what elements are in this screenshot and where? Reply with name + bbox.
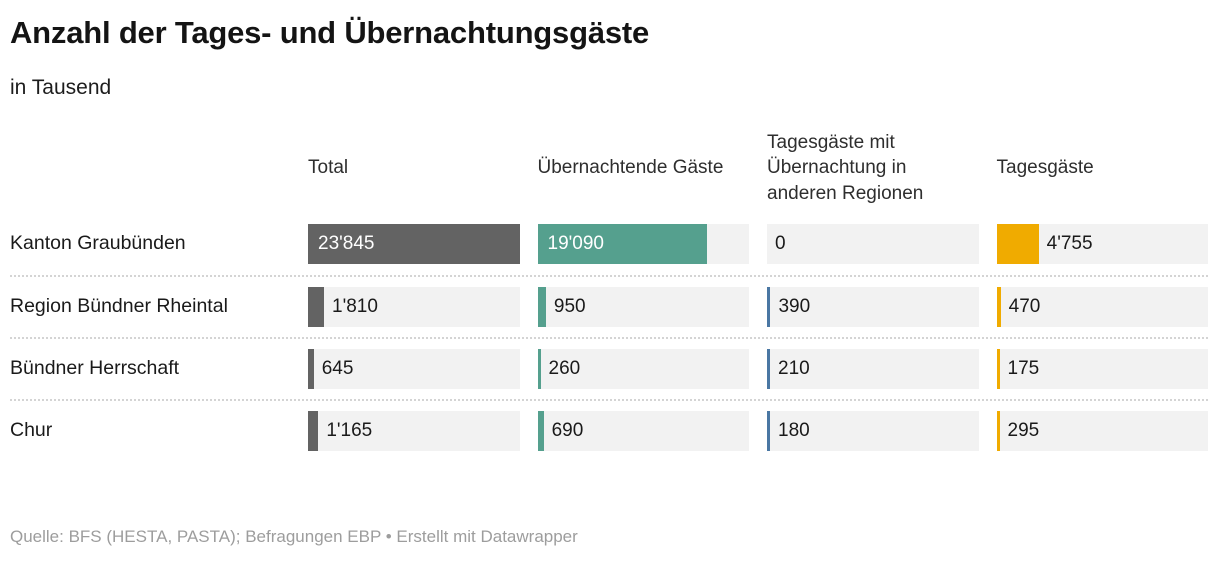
column-header-day-guests-overnight-other: Tagesgäste mit Übernachtung in anderen R… [767,132,924,204]
source-footer: Quelle: BFS (HESTA, PASTA); Befragungen … [10,526,578,546]
bar-value-label: 295 [1007,419,1040,441]
table-row: Region Bündner Rheintal 1'810 950 390 470 [10,274,1208,337]
bar [996,223,1039,264]
bar-track: 295 [996,410,1208,451]
column-header-row: Total Übernachtende Gäste Tagesgäste mit… [10,123,1208,213]
bar-value-label: 690 [551,419,584,441]
bar [996,286,1001,327]
bar-value-label: 260 [548,357,581,379]
bar [767,410,770,451]
bar-track: 1'165 [308,410,520,451]
bar-value-label: 4'755 [1046,232,1093,254]
bar-track: 210 [767,348,979,389]
row-label: Chur [10,419,53,442]
bar-value-label: 23'845 [318,232,375,254]
bar [537,348,541,389]
bar-value-label: 645 [321,357,354,379]
chart-subtitle: in Tausend [10,75,112,99]
bar-track: 180 [767,410,979,451]
bar [996,348,1000,389]
row-label: Region Bündner Rheintal [10,295,228,318]
bar [537,410,544,451]
bar [767,348,770,389]
bar-value-label: 175 [1007,357,1040,379]
bar [308,223,520,264]
bar [537,286,546,327]
chart-title: Anzahl der Tages- und Übernachtungsgäste [10,15,650,50]
bar-track: 4'755 [996,223,1208,264]
bar [308,410,319,451]
bar-track: 0 [767,223,979,264]
table-body: Kanton Graubünden 23'845 19'090 0 4'755 Regio… [10,213,1208,461]
bar-value-label: 470 [1008,295,1041,317]
table-row: Kanton Graubünden 23'845 19'090 0 4'755 [10,213,1208,275]
bar-track: 645 [308,348,520,389]
bar-value-label: 19'090 [547,232,604,254]
bar-value-label: 1'165 [326,419,373,441]
table-row: Bündner Herrschaft 645 260 210 175 [10,336,1208,399]
bar-value-label: 390 [778,295,811,317]
bar-track: 1'810 [308,286,520,327]
bar [996,410,1000,451]
bar-track: 690 [537,410,749,451]
bar-track: 390 [767,286,979,327]
bar-track: 260 [537,348,749,389]
row-label: Bündner Herrschaft [10,357,180,380]
bar-track: 950 [537,286,749,327]
bar [308,286,325,327]
column-header-day-guests: Tagesgäste [996,157,1094,179]
row-label: Kanton Graubünden [10,232,186,255]
bar-track: 23'845 [308,223,520,264]
bar-value-label: 180 [778,419,810,441]
bar [767,286,771,327]
bar-track: 19'090 [537,223,749,264]
bar-track: 175 [996,348,1208,389]
bar [308,348,314,389]
bar-value-label: 1'810 [332,295,378,317]
column-header-total: Total [308,157,349,179]
table-row: Chur 1'165 690 180 295 [10,398,1208,461]
bar-value-label: 210 [778,357,810,379]
bar-track: 470 [996,286,1208,327]
column-header-overnight-guests: Übernachtende Gäste [537,157,724,179]
bar [537,223,707,264]
bar-value-label: 0 [775,232,786,254]
bar-value-label: 950 [553,295,586,317]
